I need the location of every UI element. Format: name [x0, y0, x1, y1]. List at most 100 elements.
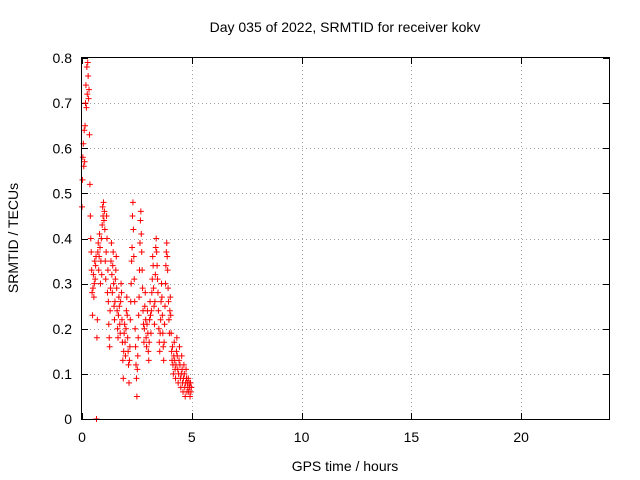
data-point — [121, 330, 128, 337]
data-point — [104, 235, 111, 242]
data-point — [88, 249, 95, 256]
data-point — [107, 307, 114, 314]
data-point — [98, 271, 105, 278]
data-point — [181, 370, 188, 377]
data-point — [91, 258, 98, 265]
data-point — [147, 330, 154, 337]
x-tick-label: 5 — [188, 429, 196, 445]
chart-title: Day 035 of 2022, SRMTID for receiver kok… — [210, 19, 481, 35]
data-point — [91, 280, 98, 287]
data-point — [176, 343, 183, 350]
data-point — [101, 226, 108, 233]
data-point — [178, 352, 185, 359]
y-tick-label: 0.3 — [53, 276, 73, 292]
data-point — [154, 262, 161, 269]
data-point — [188, 384, 195, 391]
data-point — [112, 267, 119, 274]
data-points — [79, 59, 195, 422]
data-point — [109, 262, 116, 269]
data-point — [187, 393, 194, 400]
data-point — [173, 334, 180, 341]
data-point — [99, 203, 106, 210]
data-point — [108, 240, 115, 247]
data-point — [132, 343, 139, 350]
data-point — [160, 343, 167, 350]
data-point — [185, 375, 192, 382]
data-point — [160, 357, 167, 364]
data-point — [163, 240, 170, 247]
data-point — [115, 294, 122, 301]
data-point — [79, 176, 86, 183]
data-point — [97, 244, 104, 251]
data-point — [141, 325, 148, 332]
data-point — [121, 321, 128, 328]
data-point — [106, 334, 113, 341]
y-axis-label: SRMTID / TECUs — [5, 183, 21, 293]
data-point — [161, 321, 168, 328]
data-point — [85, 95, 92, 102]
data-point — [136, 294, 143, 301]
data-point — [99, 221, 106, 228]
data-point — [187, 379, 194, 386]
data-point — [152, 271, 159, 278]
data-point — [117, 298, 124, 305]
y-tick-label: 0.4 — [53, 231, 73, 247]
data-point — [123, 307, 130, 314]
data-point — [82, 122, 89, 129]
data-point — [98, 235, 105, 242]
data-point — [86, 131, 93, 138]
data-point — [159, 330, 166, 337]
data-point — [124, 312, 131, 319]
data-point — [103, 212, 110, 219]
data-point — [89, 285, 96, 292]
data-point — [107, 285, 114, 292]
data-point — [92, 276, 99, 283]
data-point — [183, 366, 190, 373]
data-point — [133, 375, 140, 382]
data-point — [122, 325, 129, 332]
grid — [82, 58, 609, 419]
data-point — [111, 316, 118, 323]
data-point — [86, 86, 93, 93]
data-point — [115, 312, 122, 319]
data-point — [133, 361, 140, 368]
y-tick-label: 0.5 — [53, 185, 73, 201]
data-point — [146, 339, 153, 346]
data-point — [128, 280, 135, 287]
data-point — [116, 303, 123, 310]
data-point — [79, 154, 86, 161]
data-point — [114, 307, 121, 314]
data-point — [95, 240, 102, 247]
data-point — [118, 316, 125, 323]
data-point — [134, 352, 141, 359]
data-point — [162, 280, 169, 287]
data-point — [139, 267, 146, 274]
data-point — [84, 91, 91, 98]
data-point — [161, 339, 168, 346]
data-point — [105, 298, 112, 305]
data-point — [123, 294, 130, 301]
data-point — [122, 339, 129, 346]
data-point — [82, 100, 89, 107]
data-point — [107, 258, 114, 265]
data-point — [124, 334, 131, 341]
data-point — [110, 280, 117, 287]
data-point — [113, 253, 120, 260]
data-point — [83, 64, 90, 71]
data-point — [126, 343, 133, 350]
data-point — [84, 59, 91, 66]
data-point — [152, 244, 159, 251]
data-point — [173, 348, 180, 355]
data-point — [165, 298, 172, 305]
data-point — [153, 249, 160, 256]
data-point — [127, 316, 134, 323]
data-point — [102, 276, 109, 283]
x-tick-label: 10 — [294, 429, 310, 445]
data-point — [104, 267, 111, 274]
data-point — [128, 258, 135, 265]
data-point — [140, 339, 147, 346]
data-point — [159, 312, 166, 319]
data-point — [151, 298, 158, 305]
data-point — [180, 361, 187, 368]
